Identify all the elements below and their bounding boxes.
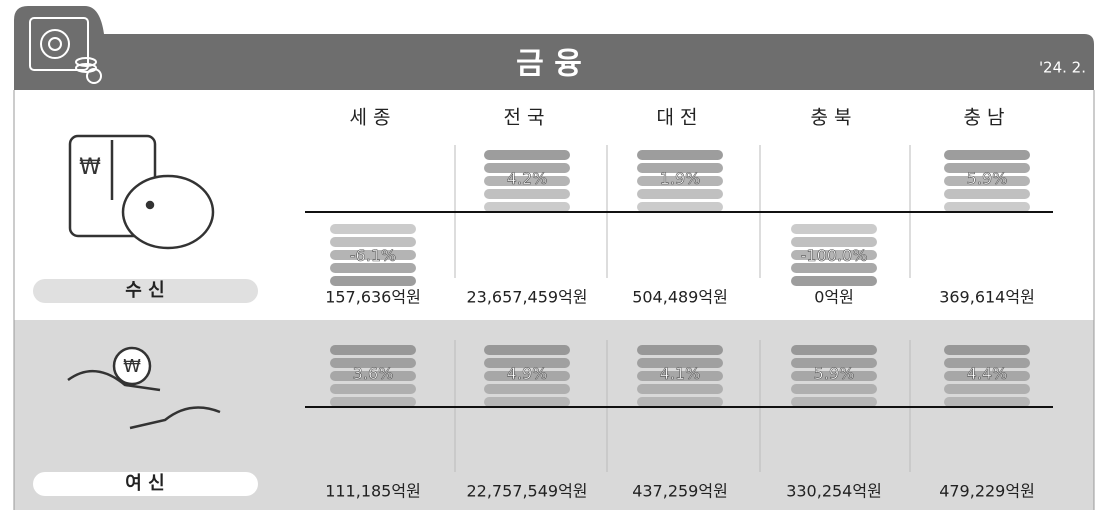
amount-label: 23,657,459억원 bbox=[466, 288, 587, 307]
value-label: 4.1% bbox=[660, 364, 701, 383]
svg-text:₩: ₩ bbox=[79, 155, 101, 180]
amount-label: 111,185억원 bbox=[325, 482, 421, 501]
amount-label: 22,757,549억원 bbox=[466, 482, 587, 501]
value-label: 1.9% bbox=[660, 169, 701, 188]
coin bbox=[484, 150, 570, 160]
coin bbox=[944, 358, 1030, 368]
coin bbox=[944, 384, 1030, 394]
value-label: -100.0% bbox=[801, 246, 868, 265]
coin bbox=[637, 202, 723, 212]
coin bbox=[791, 371, 877, 381]
value-label: 3.6% bbox=[353, 364, 394, 383]
coin bbox=[330, 224, 416, 234]
coin bbox=[791, 397, 877, 407]
coin bbox=[330, 345, 416, 355]
safe-icon bbox=[29, 17, 102, 84]
amount-label: 437,259억원 bbox=[632, 482, 728, 501]
category-label: 전국 bbox=[504, 107, 551, 129]
amount-label: 0억원 bbox=[814, 288, 854, 307]
coin bbox=[637, 150, 723, 160]
amount-label: 504,489억원 bbox=[632, 288, 728, 307]
value-label: 4.4% bbox=[967, 364, 1008, 383]
coin-stack bbox=[637, 345, 723, 407]
coin-stack bbox=[484, 345, 570, 407]
label-pill bbox=[33, 472, 258, 496]
coin bbox=[791, 384, 877, 394]
coin bbox=[330, 384, 416, 394]
coin bbox=[484, 358, 570, 368]
coin bbox=[791, 250, 877, 260]
coin bbox=[484, 189, 570, 199]
coin bbox=[637, 163, 723, 173]
deposit-icon: ₩ bbox=[68, 134, 215, 250]
loan-icon: ₩ bbox=[67, 346, 221, 430]
coin bbox=[944, 397, 1030, 407]
coin bbox=[944, 163, 1030, 173]
coin bbox=[637, 397, 723, 407]
header-title: 금 융 bbox=[516, 47, 582, 82]
coin-stack bbox=[791, 345, 877, 407]
coin bbox=[484, 397, 570, 407]
row-label: 여 신 bbox=[125, 473, 164, 494]
coin bbox=[330, 276, 416, 286]
header-date: '24. 2. bbox=[1039, 59, 1086, 77]
category-label: 대전 bbox=[657, 107, 704, 129]
coin bbox=[484, 163, 570, 173]
value-label: 4.9% bbox=[507, 364, 548, 383]
coin bbox=[484, 345, 570, 355]
coin bbox=[944, 345, 1030, 355]
coin bbox=[791, 276, 877, 286]
value-label: -6.1% bbox=[350, 246, 396, 265]
coin bbox=[637, 189, 723, 199]
category-label: 충북 bbox=[811, 107, 858, 129]
coin bbox=[637, 384, 723, 394]
coin-stack bbox=[791, 224, 877, 286]
coin bbox=[791, 358, 877, 368]
coin bbox=[330, 237, 416, 247]
category-label: 충남 bbox=[964, 107, 1011, 129]
coin bbox=[791, 237, 877, 247]
coin-stack bbox=[944, 150, 1030, 212]
coin bbox=[484, 384, 570, 394]
coin bbox=[484, 371, 570, 381]
coin bbox=[791, 345, 877, 355]
amount-label: 479,229억원 bbox=[939, 482, 1035, 501]
header-bar bbox=[14, 6, 1094, 90]
coin bbox=[944, 371, 1030, 381]
coin bbox=[330, 397, 416, 407]
coin-stack bbox=[330, 224, 416, 286]
value-label: 4.2% bbox=[507, 169, 548, 188]
coin bbox=[484, 202, 570, 212]
value-label: 5.9% bbox=[814, 364, 855, 383]
coin bbox=[484, 176, 570, 186]
category-label: 세종 bbox=[350, 107, 397, 129]
coin bbox=[944, 176, 1030, 186]
coin-stack bbox=[484, 150, 570, 212]
coin bbox=[791, 263, 877, 273]
svg-text:₩: ₩ bbox=[123, 356, 141, 377]
value-label: 5.9% bbox=[967, 169, 1008, 188]
coin bbox=[637, 371, 723, 381]
coin-stack bbox=[330, 345, 416, 407]
amount-label: 369,614억원 bbox=[939, 288, 1035, 307]
amount-label: 330,254억원 bbox=[786, 482, 882, 501]
amount-label: 157,636억원 bbox=[325, 288, 421, 307]
label-pill bbox=[33, 279, 258, 303]
coin bbox=[330, 263, 416, 273]
coin bbox=[637, 358, 723, 368]
coin bbox=[637, 176, 723, 186]
coin-stack bbox=[637, 150, 723, 212]
coin bbox=[330, 250, 416, 260]
coin bbox=[944, 150, 1030, 160]
coin bbox=[330, 358, 416, 368]
row-label: 수 신 bbox=[125, 280, 164, 301]
coin bbox=[637, 345, 723, 355]
coin bbox=[944, 189, 1030, 199]
coin bbox=[944, 202, 1030, 212]
coin bbox=[791, 224, 877, 234]
coin-stack bbox=[944, 345, 1030, 407]
coin bbox=[330, 371, 416, 381]
